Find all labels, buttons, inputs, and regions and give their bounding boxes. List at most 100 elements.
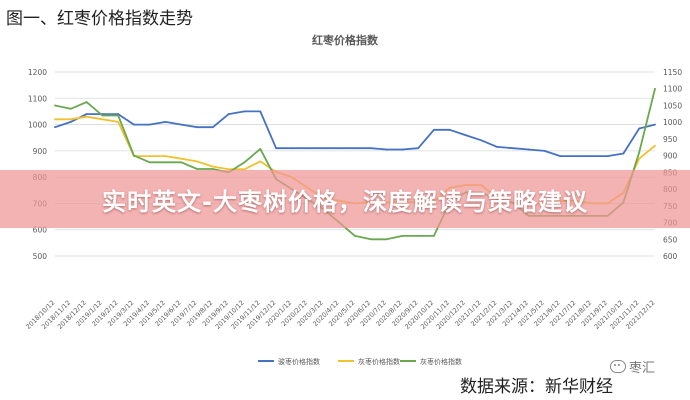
data-point-1-1 xyxy=(69,118,72,121)
data-point-0-24 xyxy=(433,128,435,131)
data-point-2-7 xyxy=(164,161,167,164)
data-point-2-2 xyxy=(85,101,88,104)
data-point-0-34 xyxy=(590,155,593,158)
data-point-2-23 xyxy=(417,235,420,237)
watermark-label: 枣汇 xyxy=(629,361,656,376)
data-point-0-1 xyxy=(69,121,72,123)
grid-lines xyxy=(55,71,655,257)
data-point-0-38 xyxy=(654,123,656,126)
data-point-0-13 xyxy=(259,110,262,113)
data-point-2-3 xyxy=(101,114,104,117)
data-point-0-37 xyxy=(638,127,641,130)
data-point-2-37 xyxy=(638,151,641,154)
data-point-0-16 xyxy=(306,147,309,150)
watermark: 枣汇 xyxy=(610,357,655,376)
data-point-1-4 xyxy=(117,121,120,123)
data-point-1-10 xyxy=(211,165,214,168)
data-point-2-24 xyxy=(433,235,435,237)
data-point-2-20 xyxy=(369,238,372,241)
data-point-0-33 xyxy=(575,155,577,158)
data-point-1-0 xyxy=(54,118,56,121)
data-point-0-8 xyxy=(180,123,183,126)
y2-tick-label-10: 1100 xyxy=(663,85,682,94)
data-point-0-21 xyxy=(385,148,388,151)
y-tick-label-7: 1200 xyxy=(28,68,47,77)
source-note: 数据来源：新华财经 xyxy=(460,377,613,397)
data-point-0-26 xyxy=(464,134,467,136)
data-point-0-5 xyxy=(133,123,135,126)
data-point-0-0 xyxy=(54,126,56,129)
y-tick-label-1: 600 xyxy=(33,226,48,235)
y2-tick-label-8: 1000 xyxy=(663,118,682,127)
y2-tick-label-0: 600 xyxy=(663,252,678,261)
data-point-2-6 xyxy=(148,161,151,164)
legend-label-0: 骏枣价格指数 xyxy=(278,357,320,366)
data-point-1-9 xyxy=(196,160,199,163)
data-point-0-23 xyxy=(417,147,420,150)
y2-tick-label-6: 900 xyxy=(663,152,678,161)
data-point-2-5 xyxy=(133,154,135,157)
data-point-1-6 xyxy=(148,155,151,158)
figure-caption: 图一、红枣价格指数走势 xyxy=(6,9,193,29)
series-line-0 xyxy=(54,110,656,158)
data-point-0-30 xyxy=(527,148,530,151)
data-point-2-12 xyxy=(243,161,246,164)
data-point-2-22 xyxy=(401,235,404,237)
data-point-0-7 xyxy=(164,121,167,123)
data-point-2-21 xyxy=(385,238,388,241)
data-point-2-9 xyxy=(196,168,199,170)
data-point-2-38 xyxy=(654,87,656,90)
y-tick-label-0: 500 xyxy=(33,252,48,261)
title-banner: 实时英文-大枣树价格，深度解读与策略建议 xyxy=(0,170,690,228)
data-point-2-4 xyxy=(117,114,120,117)
data-point-1-37 xyxy=(638,157,641,160)
data-point-0-29 xyxy=(511,147,514,150)
y2-tick-label-9: 1050 xyxy=(663,101,682,110)
data-point-1-11 xyxy=(227,168,230,171)
data-point-0-11 xyxy=(227,113,230,115)
banner-text: 实时英文-大枣树价格，深度解读与策略建议 xyxy=(102,187,588,216)
data-point-2-19 xyxy=(354,235,356,237)
wechat-icon xyxy=(610,360,626,373)
data-point-0-9 xyxy=(196,126,199,129)
data-point-0-14 xyxy=(275,147,277,150)
y2-tick-label-11: 1150 xyxy=(663,68,682,77)
legend-label-2: 灰枣价格指数 xyxy=(420,357,462,366)
data-point-0-10 xyxy=(211,126,214,129)
data-point-2-10 xyxy=(211,168,214,170)
data-point-0-28 xyxy=(496,146,499,148)
data-point-0-18 xyxy=(338,147,341,150)
data-point-0-12 xyxy=(243,110,246,113)
data-point-1-12 xyxy=(243,168,246,171)
y-tick-label-6: 1100 xyxy=(28,94,47,103)
data-point-0-27 xyxy=(480,139,483,142)
data-point-2-0 xyxy=(54,104,56,107)
legend: 骏枣价格指数 灰枣价格指数 灰枣价格指数 xyxy=(258,357,462,366)
y-tick-label-4: 900 xyxy=(33,147,48,156)
legend-label-1: 灰枣价格指数 xyxy=(358,357,400,366)
data-point-0-31 xyxy=(543,149,546,152)
data-point-0-36 xyxy=(622,152,625,155)
chart-title: 红枣价格指数 xyxy=(312,33,379,47)
data-point-0-20 xyxy=(369,147,372,150)
y-tick-label-5: 1000 xyxy=(28,121,47,130)
data-point-2-1 xyxy=(69,107,72,110)
data-point-0-6 xyxy=(148,123,151,126)
y2-tick-label-1: 650 xyxy=(663,235,678,244)
data-point-0-15 xyxy=(290,147,293,150)
data-point-0-22 xyxy=(401,148,404,151)
data-point-1-8 xyxy=(180,157,183,160)
data-point-1-13 xyxy=(259,160,262,163)
data-point-0-32 xyxy=(559,155,562,158)
data-point-0-19 xyxy=(354,147,356,150)
data-point-1-38 xyxy=(654,144,656,147)
data-point-0-25 xyxy=(448,128,451,131)
data-point-1-3 xyxy=(101,118,104,121)
y2-tick-label-7: 950 xyxy=(663,135,678,144)
data-point-1-7 xyxy=(164,155,167,158)
data-point-0-17 xyxy=(322,147,325,150)
data-point-0-4 xyxy=(117,113,120,115)
data-point-0-35 xyxy=(606,155,609,158)
data-point-2-8 xyxy=(180,161,183,164)
data-point-0-2 xyxy=(85,113,88,115)
